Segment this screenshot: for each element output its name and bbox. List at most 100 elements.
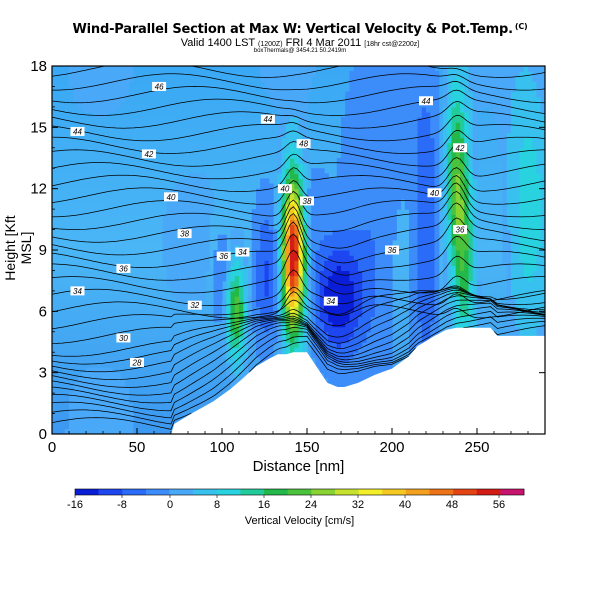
velocity-cell <box>277 71 283 77</box>
velocity-cell <box>511 331 516 338</box>
velocity-cell <box>540 122 545 128</box>
velocity-cell <box>528 265 533 272</box>
velocity-cell <box>290 224 295 231</box>
velocity-cell <box>328 188 334 195</box>
velocity-cell <box>400 158 406 164</box>
velocity-cell <box>311 280 317 287</box>
velocity-cell <box>285 86 291 93</box>
velocity-cell <box>540 106 545 113</box>
velocity-cell <box>472 275 478 282</box>
velocity-cell <box>315 239 321 246</box>
velocity-cell <box>111 101 117 108</box>
velocity-cell <box>115 418 121 425</box>
velocity-cell <box>86 403 91 410</box>
velocity-cell <box>256 244 261 251</box>
velocity-cell <box>426 147 431 154</box>
velocity-cell <box>341 372 346 379</box>
velocity-cell <box>353 342 359 348</box>
velocity-cell <box>528 331 533 338</box>
velocity-cell <box>192 296 198 302</box>
velocity-cell <box>281 234 287 241</box>
velocity-cell <box>349 214 355 220</box>
velocity-cell <box>103 66 108 72</box>
velocity-cell <box>268 260 274 266</box>
velocity-cell <box>370 168 376 174</box>
velocity-cell <box>171 198 176 205</box>
velocity-cell <box>103 101 108 108</box>
velocity-cell <box>455 91 461 98</box>
velocity-cell <box>336 224 342 231</box>
velocity-cell <box>285 290 291 297</box>
velocity-cell <box>341 163 346 169</box>
velocity-cell <box>290 311 295 318</box>
velocity-cell <box>455 321 461 328</box>
velocity-cell <box>200 285 206 292</box>
velocity-cell <box>502 96 508 103</box>
velocity-cell <box>502 147 508 154</box>
velocity-cell <box>468 178 474 185</box>
velocity-cell <box>200 204 206 210</box>
velocity-cell <box>464 168 470 174</box>
velocity-cell <box>302 347 308 353</box>
velocity-cell <box>77 101 83 108</box>
velocity-cell <box>260 209 266 215</box>
velocity-cell <box>426 71 431 77</box>
velocity-cell <box>387 229 393 236</box>
velocity-cell <box>362 367 368 374</box>
velocity-cell <box>77 377 83 384</box>
velocity-cell <box>341 229 346 236</box>
velocity-cell <box>188 250 193 256</box>
velocity-cell <box>511 81 516 88</box>
velocity-cell <box>472 178 478 185</box>
velocity-cell <box>519 91 525 98</box>
velocity-cell <box>358 66 363 72</box>
velocity-cell <box>107 382 113 389</box>
velocity-cell <box>375 117 380 123</box>
velocity-cell <box>532 158 538 164</box>
velocity-cell <box>341 342 346 348</box>
velocity-cell <box>540 275 545 282</box>
velocity-cell <box>336 321 342 328</box>
velocity-cell <box>540 250 545 256</box>
velocity-cell <box>200 209 206 215</box>
velocity-cell <box>472 321 478 328</box>
velocity-cell <box>290 326 295 333</box>
velocity-cell <box>124 403 130 410</box>
velocity-cell <box>421 316 427 323</box>
velocity-cell <box>502 224 508 231</box>
velocity-cell <box>294 342 300 348</box>
velocity-cell <box>319 367 325 374</box>
contour-label: 40 <box>167 193 176 202</box>
velocity-cell <box>379 117 385 123</box>
theta-contour <box>52 182 545 218</box>
velocity-cell <box>166 239 172 246</box>
velocity-cell <box>523 71 529 77</box>
velocity-cell <box>387 224 393 231</box>
velocity-cell <box>387 209 393 215</box>
velocity-cell <box>341 311 346 318</box>
velocity-cell <box>379 132 385 139</box>
velocity-cell <box>506 91 512 98</box>
velocity-cell <box>302 178 308 185</box>
velocity-cell <box>273 326 278 333</box>
velocity-cell <box>387 280 393 287</box>
velocity-cell <box>540 101 545 108</box>
velocity-cell <box>264 255 270 261</box>
velocity-cell <box>268 290 274 297</box>
velocity-cell <box>315 209 321 215</box>
velocity-cell <box>528 321 533 328</box>
velocity-cell <box>409 239 414 246</box>
velocity-cell <box>506 280 512 287</box>
contour-label: 44 <box>422 97 431 106</box>
velocity-cell <box>409 301 414 307</box>
velocity-cell <box>315 214 321 220</box>
velocity-cell <box>341 239 346 246</box>
velocity-cell <box>417 270 423 277</box>
velocity-cell <box>328 270 334 277</box>
velocity-cell <box>413 127 419 134</box>
velocity-cell <box>468 127 474 134</box>
theta-contour <box>52 167 545 192</box>
velocity-cell <box>417 137 423 144</box>
velocity-cell <box>511 117 516 123</box>
velocity-cell <box>285 285 291 292</box>
